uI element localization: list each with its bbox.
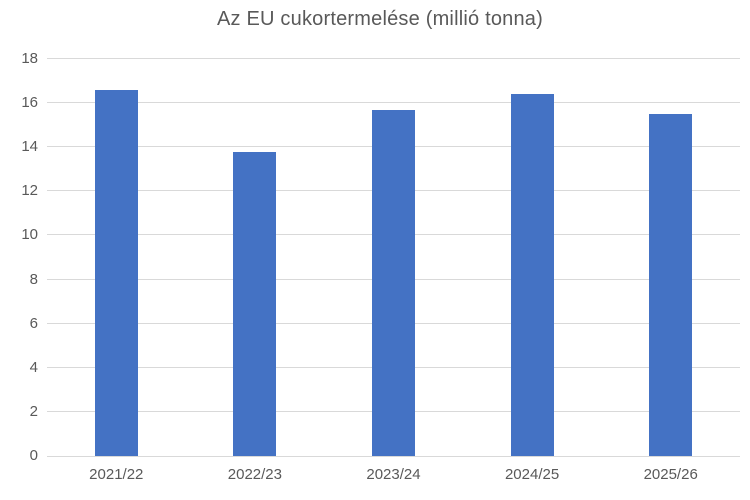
bar-2024-25 (510, 94, 554, 456)
y-tick-label-4: 4 (29, 358, 38, 376)
y-tick-label-10: 10 (21, 226, 38, 244)
x-tick-label-2021-22: 2021/22 (89, 466, 144, 483)
bar-2025-26 (649, 114, 693, 456)
x-axis-line (47, 456, 740, 457)
x-tick-label-2023-24: 2023/24 (366, 466, 421, 483)
bar-2023-24 (372, 109, 415, 456)
bar-2021-22 (94, 89, 138, 456)
y-tick-label-6: 6 (29, 314, 38, 332)
y-tick-label-8: 8 (29, 270, 38, 288)
y-tick-label-18: 18 (21, 50, 38, 67)
y-tick-label-12: 12 (21, 182, 38, 200)
y-tick-label-0: 0 (29, 447, 38, 464)
y-tick-label-16: 16 (21, 94, 38, 112)
x-tick-label-2022-23: 2022/23 (227, 466, 282, 483)
bar-2022-23 (233, 151, 277, 456)
plot-area (47, 58, 740, 457)
x-tick-label-2025-26: 2025/26 (643, 466, 698, 483)
x-tick-label-2024-25: 2024/25 (504, 466, 560, 483)
gridline-y-16 (47, 102, 740, 104)
chart-title: Az EU cukortermelése (millió tonna) (217, 8, 543, 30)
y-tick-label-14: 14 (21, 138, 38, 156)
gridline-y-18 (47, 58, 740, 59)
y-tick-label-2: 2 (29, 402, 38, 420)
